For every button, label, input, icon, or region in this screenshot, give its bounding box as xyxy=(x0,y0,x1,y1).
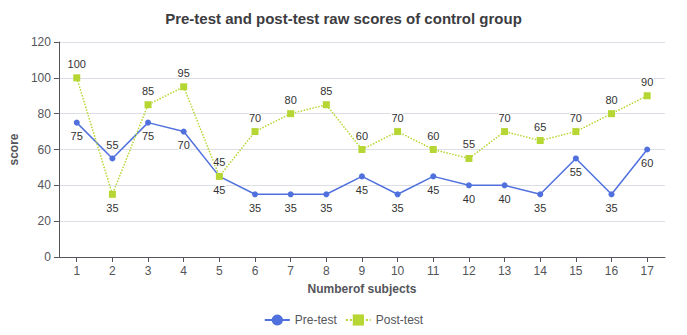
svg-text:100: 100 xyxy=(31,71,51,85)
svg-text:8: 8 xyxy=(323,264,330,278)
svg-text:120: 120 xyxy=(31,35,51,49)
svg-text:70: 70 xyxy=(498,112,510,124)
svg-text:6: 6 xyxy=(252,264,259,278)
svg-text:55: 55 xyxy=(106,139,118,151)
svg-text:4: 4 xyxy=(180,264,187,278)
svg-text:35: 35 xyxy=(391,202,403,214)
svg-text:45: 45 xyxy=(213,184,225,196)
svg-text:60: 60 xyxy=(641,157,653,169)
svg-text:90: 90 xyxy=(641,76,653,88)
svg-text:35: 35 xyxy=(534,202,546,214)
svg-text:85: 85 xyxy=(320,85,332,97)
svg-text:45: 45 xyxy=(356,184,368,196)
svg-text:9: 9 xyxy=(359,264,366,278)
svg-text:80: 80 xyxy=(605,94,617,106)
svg-text:5: 5 xyxy=(216,264,223,278)
svg-text:35: 35 xyxy=(285,202,297,214)
svg-text:95: 95 xyxy=(178,67,190,79)
svg-text:7: 7 xyxy=(287,264,294,278)
svg-text:35: 35 xyxy=(106,202,118,214)
svg-text:100: 100 xyxy=(68,58,86,70)
svg-text:75: 75 xyxy=(142,130,154,142)
svg-text:0: 0 xyxy=(44,250,51,264)
svg-text:60: 60 xyxy=(427,130,439,142)
svg-text:70: 70 xyxy=(249,112,261,124)
svg-text:85: 85 xyxy=(142,85,154,97)
svg-text:20: 20 xyxy=(38,214,52,228)
svg-text:12: 12 xyxy=(462,264,476,278)
svg-text:Pre-test and post-test raw sco: Pre-test and post-test raw scores of con… xyxy=(165,10,522,27)
svg-text:35: 35 xyxy=(320,202,332,214)
svg-text:40: 40 xyxy=(463,193,475,205)
svg-text:80: 80 xyxy=(38,107,52,121)
svg-text:13: 13 xyxy=(498,264,512,278)
svg-text:35: 35 xyxy=(249,202,261,214)
svg-text:80: 80 xyxy=(285,94,297,106)
svg-text:70: 70 xyxy=(570,112,582,124)
svg-text:40: 40 xyxy=(38,178,52,192)
svg-text:score: score xyxy=(7,133,21,165)
svg-text:45: 45 xyxy=(427,184,439,196)
svg-text:55: 55 xyxy=(463,138,475,150)
svg-text:70: 70 xyxy=(178,139,190,151)
svg-text:55: 55 xyxy=(570,166,582,178)
svg-text:65: 65 xyxy=(534,121,546,133)
svg-text:60: 60 xyxy=(356,130,368,142)
svg-text:11: 11 xyxy=(427,264,440,278)
svg-text:14: 14 xyxy=(534,264,548,278)
svg-text:2: 2 xyxy=(109,264,116,278)
svg-text:1: 1 xyxy=(73,264,80,278)
svg-text:Post-test: Post-test xyxy=(376,313,424,327)
svg-text:70: 70 xyxy=(391,112,403,124)
svg-text:Pre-test: Pre-test xyxy=(295,313,338,327)
svg-text:35: 35 xyxy=(605,202,617,214)
svg-text:15: 15 xyxy=(569,264,583,278)
svg-text:45: 45 xyxy=(213,156,225,168)
svg-text:16: 16 xyxy=(605,264,619,278)
svg-text:60: 60 xyxy=(38,143,52,157)
svg-text:10: 10 xyxy=(391,264,405,278)
svg-text:3: 3 xyxy=(145,264,152,278)
svg-text:75: 75 xyxy=(71,130,83,142)
svg-text:17: 17 xyxy=(640,264,654,278)
svg-text:40: 40 xyxy=(498,193,510,205)
svg-text:Numberof subjects: Numberof subjects xyxy=(308,282,417,296)
